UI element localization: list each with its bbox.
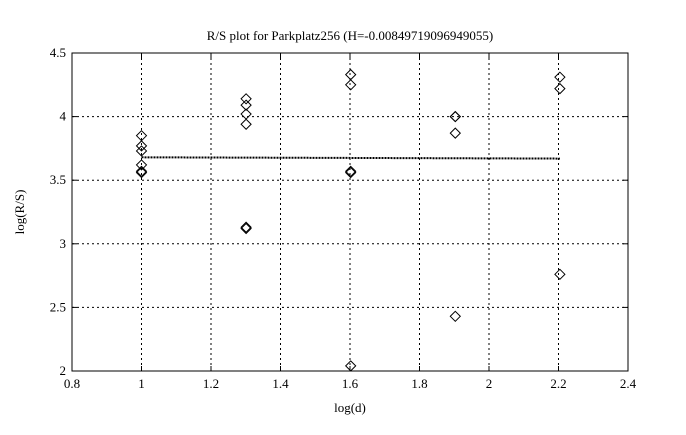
y-tick-label: 4.5	[50, 45, 66, 60]
y-tick-label: 3.5	[50, 172, 66, 187]
x-tick-label: 2	[486, 376, 493, 391]
y-tick-label: 2.5	[50, 299, 66, 314]
x-tick-label: 0.8	[64, 376, 80, 391]
data-point	[135, 159, 148, 171]
data-point	[135, 145, 148, 157]
x-tick-label: 1.2	[203, 376, 219, 391]
y-axis-label: log(R/S)	[12, 190, 27, 235]
x-tick-label: 1.4	[272, 376, 289, 391]
plot-frame	[71, 52, 629, 372]
x-tick-label: 1.8	[411, 376, 427, 391]
y-tick-label: 4	[60, 109, 67, 124]
data-point	[344, 68, 357, 81]
data-point	[344, 166, 357, 179]
data-point	[344, 360, 357, 372]
data-point	[135, 140, 148, 152]
x-axis-label: log(d)	[334, 400, 366, 415]
data-point	[240, 99, 252, 111]
data-point	[240, 221, 252, 233]
data-point	[449, 310, 461, 323]
data-point	[344, 79, 357, 91]
data-point	[344, 165, 357, 178]
fit-line	[141, 156, 560, 160]
data-point	[135, 166, 148, 179]
data-point	[135, 165, 148, 178]
data-point	[554, 268, 566, 281]
data-point	[240, 93, 252, 105]
x-tick-label: 2.4	[620, 376, 637, 391]
data-point	[449, 110, 461, 123]
data-point	[554, 71, 566, 83]
x-tick-label: 1	[138, 376, 145, 391]
data-point	[554, 82, 566, 95]
x-tick-label: 2.2	[550, 376, 566, 391]
y-tick-label: 3	[60, 236, 67, 251]
x-tick-label: 1.6	[342, 376, 359, 391]
data-point	[449, 127, 461, 139]
chart-title: R/S plot for Parkplatz256 (H=-0.00849719…	[207, 28, 493, 43]
data-point	[240, 222, 252, 235]
data-point	[240, 118, 252, 130]
y-tick-label: 2	[60, 363, 67, 378]
